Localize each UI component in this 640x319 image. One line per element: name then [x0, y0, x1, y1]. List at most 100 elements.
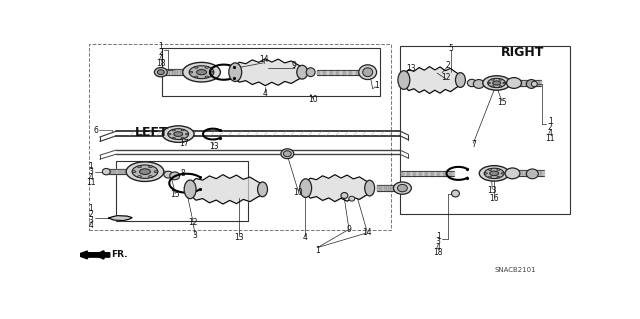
Ellipse shape [497, 176, 500, 178]
Ellipse shape [170, 172, 180, 180]
Ellipse shape [284, 151, 291, 157]
Ellipse shape [493, 81, 500, 85]
Text: 1: 1 [548, 117, 552, 126]
Ellipse shape [488, 176, 492, 178]
Ellipse shape [488, 82, 490, 84]
Text: 7: 7 [471, 140, 476, 149]
Ellipse shape [483, 76, 511, 90]
Ellipse shape [168, 129, 189, 139]
Ellipse shape [492, 86, 494, 87]
Text: 17: 17 [179, 139, 189, 148]
Ellipse shape [181, 137, 184, 139]
Polygon shape [109, 216, 132, 220]
Ellipse shape [157, 70, 164, 75]
Text: 10: 10 [293, 188, 303, 197]
Text: 4: 4 [159, 54, 163, 63]
Text: 1: 1 [316, 246, 320, 255]
Ellipse shape [102, 168, 110, 175]
Ellipse shape [126, 162, 164, 182]
Ellipse shape [526, 79, 536, 88]
Ellipse shape [341, 193, 348, 198]
Ellipse shape [397, 184, 408, 192]
Text: 4: 4 [548, 129, 553, 137]
Ellipse shape [132, 165, 158, 178]
Text: 2: 2 [445, 61, 450, 70]
Ellipse shape [300, 179, 312, 197]
Ellipse shape [172, 137, 175, 139]
Ellipse shape [497, 169, 500, 170]
Ellipse shape [365, 180, 374, 196]
Text: 3: 3 [88, 167, 93, 176]
Text: 13: 13 [488, 186, 497, 195]
Ellipse shape [189, 66, 214, 78]
Text: 3: 3 [193, 231, 198, 240]
Text: 13: 13 [406, 64, 415, 73]
Text: 1: 1 [159, 42, 163, 51]
Ellipse shape [211, 71, 214, 73]
Ellipse shape [479, 166, 509, 181]
Ellipse shape [164, 171, 173, 178]
Bar [116, 161, 248, 221]
Text: 2: 2 [159, 48, 163, 57]
Ellipse shape [148, 176, 152, 178]
Ellipse shape [281, 149, 294, 159]
Ellipse shape [488, 78, 506, 88]
Ellipse shape [186, 133, 189, 135]
Text: 15: 15 [170, 190, 180, 199]
Text: 11: 11 [86, 178, 95, 188]
Ellipse shape [148, 166, 152, 168]
Ellipse shape [184, 180, 196, 199]
Text: 10: 10 [308, 95, 318, 104]
Text: 1: 1 [88, 161, 93, 171]
Ellipse shape [297, 65, 308, 79]
Text: SNACB2101: SNACB2101 [495, 267, 536, 273]
Bar [162, 48, 380, 96]
Text: 4: 4 [303, 233, 308, 242]
Ellipse shape [484, 168, 504, 179]
Text: 2: 2 [88, 210, 93, 219]
FancyArrow shape [77, 251, 110, 259]
Text: 1: 1 [374, 81, 378, 90]
Ellipse shape [507, 78, 522, 88]
Text: 4: 4 [88, 221, 93, 230]
Ellipse shape [228, 63, 242, 82]
Ellipse shape [205, 76, 209, 78]
Ellipse shape [363, 68, 372, 77]
Text: 1: 1 [436, 232, 440, 241]
Text: 5: 5 [449, 44, 454, 53]
Ellipse shape [172, 129, 175, 131]
Text: 12: 12 [441, 73, 451, 82]
Ellipse shape [499, 86, 502, 87]
Ellipse shape [182, 63, 220, 82]
Ellipse shape [140, 169, 150, 174]
Text: 18: 18 [156, 59, 166, 68]
Text: 14: 14 [362, 228, 372, 237]
Ellipse shape [154, 68, 167, 77]
Bar [89, 44, 392, 230]
Ellipse shape [505, 168, 520, 179]
Ellipse shape [467, 79, 476, 87]
Text: 16: 16 [490, 194, 499, 203]
Text: 2: 2 [548, 123, 552, 132]
Text: 1: 1 [88, 204, 93, 213]
Text: 18: 18 [433, 249, 443, 257]
Ellipse shape [163, 126, 194, 142]
Text: 3: 3 [88, 216, 93, 225]
Ellipse shape [359, 65, 376, 79]
Ellipse shape [196, 70, 207, 75]
Text: RIGHT: RIGHT [500, 46, 544, 59]
Text: 4: 4 [262, 89, 268, 98]
Ellipse shape [181, 129, 184, 131]
Ellipse shape [501, 173, 504, 174]
Ellipse shape [451, 190, 460, 197]
Ellipse shape [503, 82, 506, 84]
Ellipse shape [306, 68, 315, 77]
Ellipse shape [488, 169, 492, 170]
Text: 11: 11 [545, 134, 555, 143]
Ellipse shape [531, 81, 538, 87]
Text: 9: 9 [292, 61, 297, 70]
Ellipse shape [492, 79, 494, 80]
Ellipse shape [138, 176, 141, 178]
Text: 3: 3 [436, 237, 440, 246]
Ellipse shape [195, 76, 198, 78]
